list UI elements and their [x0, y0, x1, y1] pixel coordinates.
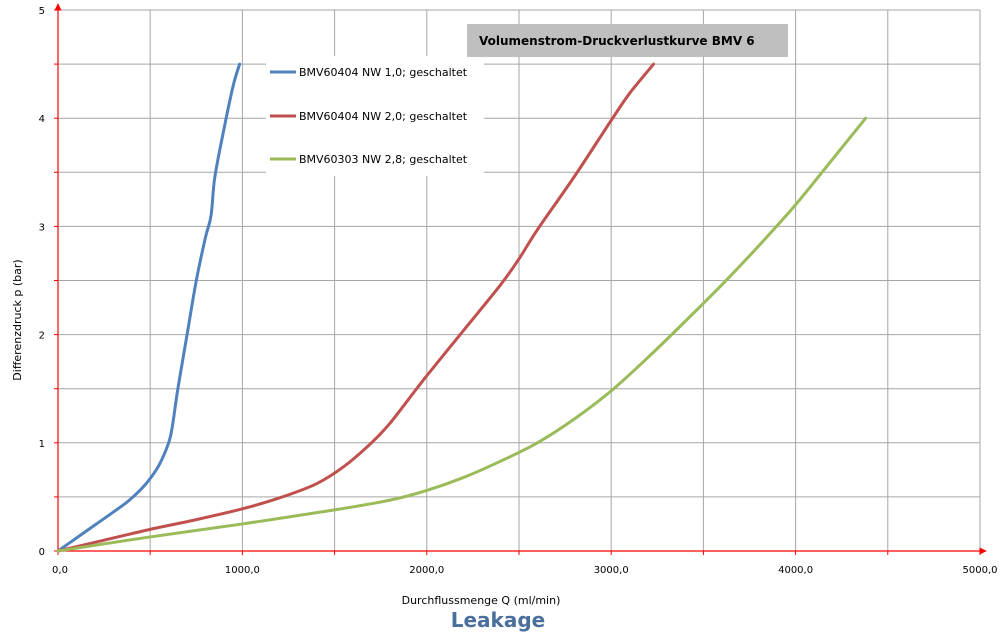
legend-box: [266, 56, 484, 176]
x-tick-labels: 0,0 1000,0 2000,0 3000,0 4000,0 5000,0: [52, 565, 997, 576]
x-tick-label: 1000,0: [225, 565, 260, 576]
chart-title-box: Volumenstrom-Druckverlustkurve BMV 6: [467, 24, 788, 57]
x-tick-label: 0,0: [52, 565, 68, 576]
chart-title: Volumenstrom-Druckverlustkurve BMV 6: [479, 34, 755, 48]
legend-label-series-3: BMV60303 NW 2,8; geschaltet: [299, 153, 468, 166]
legend-label-series-1: BMV60404 NW 1,0; geschaltet: [299, 66, 468, 79]
y-tick-label: 0: [39, 547, 45, 558]
x-tick-label: 3000,0: [594, 565, 629, 576]
y-tick-label: 3: [39, 222, 45, 233]
x-axis-title: Durchflussmenge Q (ml/min): [402, 594, 561, 607]
legend-item-series-1: BMV60404 NW 1,0; geschaltet: [270, 66, 468, 79]
series-lines: [56, 62, 868, 553]
legend-item-series-3: BMV60303 NW 2,8; geschaltet: [270, 153, 468, 166]
y-tick-labels: 0 1 2 3 4 5: [39, 6, 45, 558]
y-tick-label: 1: [39, 439, 45, 450]
x-tick-label: 2000,0: [409, 565, 444, 576]
x-tick-label: 5000,0: [963, 565, 998, 576]
y-tick-label: 5: [39, 6, 45, 17]
y-tick-label: 2: [39, 331, 45, 342]
legend: BMV60404 NW 1,0; geschaltet BMV60404 NW …: [266, 56, 484, 176]
chart-title-background: [467, 24, 788, 57]
series-line-2: [56, 62, 656, 553]
y-tick-label: 4: [39, 114, 45, 125]
gridlines: [54, 9, 981, 555]
chart-caption: Leakage: [451, 608, 545, 632]
y-axis-title: Differenzdruck p (bar): [11, 259, 24, 380]
x-tick-label: 4000,0: [778, 565, 813, 576]
legend-item-series-2: BMV60404 NW 2,0; geschaltet: [270, 110, 468, 123]
legend-label-series-2: BMV60404 NW 2,0; geschaltet: [299, 110, 468, 123]
series-line-3: [56, 116, 868, 553]
series-line-1: [56, 62, 242, 553]
